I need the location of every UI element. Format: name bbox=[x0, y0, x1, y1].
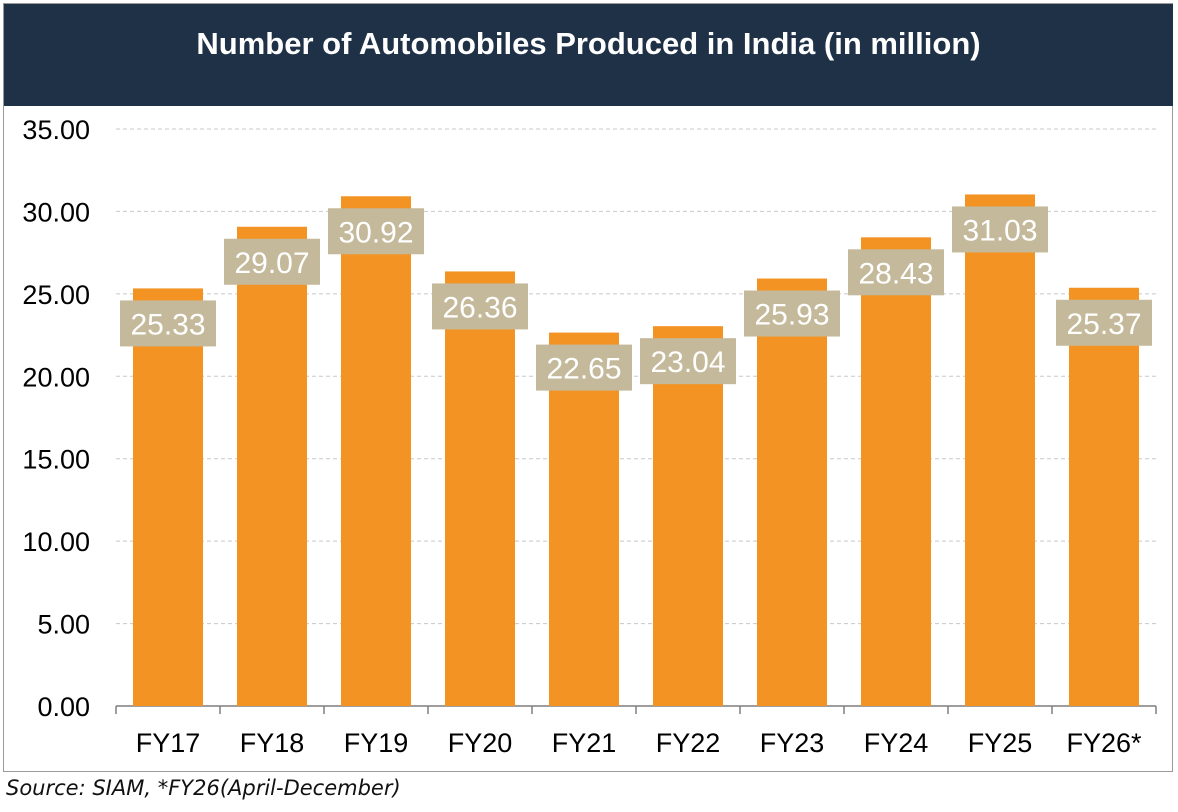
y-tick-label: 25.00 bbox=[22, 280, 90, 310]
x-tick-label: FY26* bbox=[1066, 728, 1142, 758]
y-tick-label: 10.00 bbox=[22, 527, 90, 557]
data-label-box bbox=[744, 290, 840, 337]
data-label: 25.93 bbox=[754, 299, 829, 332]
x-tick-label: FY24 bbox=[864, 728, 929, 758]
data-label: 25.33 bbox=[130, 308, 205, 341]
x-tick-label: FY22 bbox=[656, 728, 721, 758]
y-tick-label: 0.00 bbox=[37, 692, 90, 722]
data-label-box bbox=[432, 283, 528, 330]
data-label: 26.36 bbox=[442, 291, 517, 324]
y-tick-label: 35.00 bbox=[22, 115, 90, 145]
bar bbox=[341, 196, 411, 706]
data-label-box bbox=[328, 208, 424, 255]
data-label-box bbox=[120, 300, 216, 347]
data-label: 29.07 bbox=[234, 247, 309, 280]
y-tick-label: 20.00 bbox=[22, 362, 90, 392]
source-note: Source: SIAM, *FY26(April-December) bbox=[6, 776, 401, 800]
data-label-box bbox=[1056, 299, 1152, 346]
chart-frame bbox=[3, 3, 1173, 772]
bar bbox=[133, 288, 203, 706]
data-label: 28.43 bbox=[858, 257, 933, 290]
x-tick-label: FY20 bbox=[448, 728, 513, 758]
y-tick-label: 30.00 bbox=[22, 197, 90, 227]
data-label: 31.03 bbox=[962, 214, 1037, 247]
data-label-box bbox=[952, 206, 1048, 253]
x-tick-label: FY23 bbox=[760, 728, 825, 758]
y-tick-label: 15.00 bbox=[22, 445, 90, 475]
x-tick-label: FY18 bbox=[240, 728, 305, 758]
bar bbox=[965, 194, 1035, 706]
bar bbox=[757, 278, 827, 706]
bar-chart: 0.00 5.00 10.00 15.00 20.00 25.00 30.00 35.00 25… bbox=[22, 115, 1157, 758]
x-tick-label: FY17 bbox=[136, 728, 201, 758]
data-label-box bbox=[640, 338, 736, 385]
bar bbox=[445, 271, 515, 706]
data-label: 23.04 bbox=[650, 346, 725, 379]
bar bbox=[653, 326, 723, 706]
y-tick-label: 5.00 bbox=[37, 610, 90, 640]
data-label: 25.37 bbox=[1066, 308, 1141, 341]
data-label-box bbox=[848, 249, 944, 296]
x-tick-label: FY19 bbox=[344, 728, 409, 758]
x-tick-label: FY25 bbox=[968, 728, 1033, 758]
bar bbox=[1069, 287, 1139, 706]
bar bbox=[861, 237, 931, 706]
data-label: 22.65 bbox=[546, 353, 621, 386]
bar bbox=[237, 226, 307, 706]
x-tick-label: FY21 bbox=[552, 728, 617, 758]
data-label: 30.92 bbox=[338, 216, 413, 249]
title-bar: Number of Automobiles Produced in India … bbox=[4, 4, 1173, 106]
data-label-box bbox=[536, 344, 632, 391]
bar bbox=[549, 332, 619, 706]
chart-title: Number of Automobiles Produced in India … bbox=[196, 26, 981, 61]
data-label-box bbox=[224, 238, 320, 285]
